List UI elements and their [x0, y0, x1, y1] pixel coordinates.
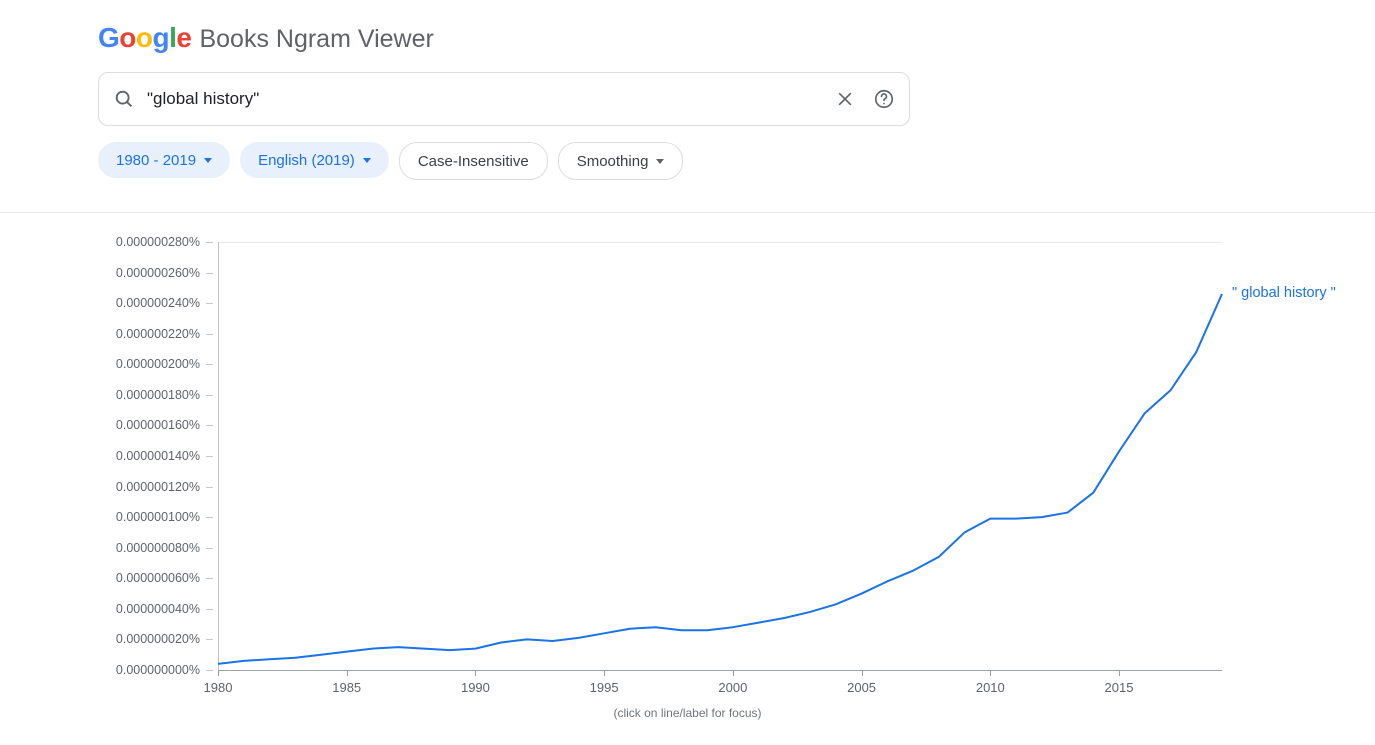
page: Google Books Ngram Viewer [0, 0, 1375, 745]
chart-caption: (click on line/label for focus) [613, 706, 761, 720]
series-line[interactable] [218, 294, 1222, 664]
series-label[interactable]: " global history " [1232, 285, 1336, 301]
